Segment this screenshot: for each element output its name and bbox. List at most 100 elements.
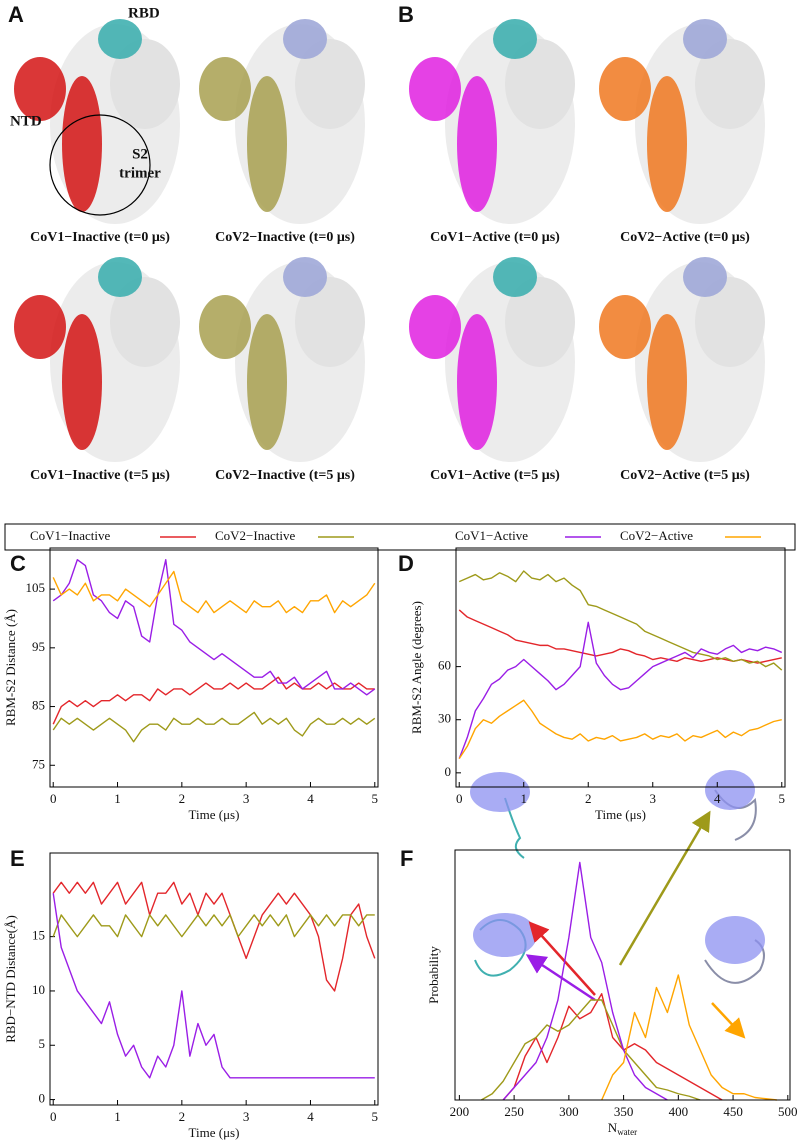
series-line: [458, 609, 782, 664]
annotation: trimer: [119, 165, 161, 181]
ntd: [199, 57, 251, 121]
ntd: [409, 57, 461, 121]
annotation: S2: [132, 146, 148, 162]
inset-density: [470, 772, 530, 812]
inset-density: [473, 913, 537, 957]
x-tick-label: 0: [50, 1109, 57, 1124]
x-tick-label: 0: [456, 791, 463, 806]
y-tick-label: 5: [39, 1036, 46, 1051]
trimer-body: [505, 39, 575, 129]
legend-box: [4, 523, 796, 551]
s2-chain: [457, 76, 497, 212]
y-tick-label: 15: [32, 928, 45, 943]
inset-density: [705, 770, 755, 810]
caption: CoV1−Inactive (t=5 μs): [30, 468, 170, 483]
trimer-body: [110, 277, 180, 367]
s2-chain: [647, 314, 687, 450]
f-insets: [470, 770, 765, 1039]
series-line: [458, 699, 782, 760]
series-line: [52, 711, 376, 743]
ntd: [409, 295, 461, 359]
inset-protein: [504, 797, 525, 859]
x-tick-label: 3: [243, 1109, 250, 1124]
caption: CoV1−Active (t=5 μs): [430, 468, 560, 483]
trimer-body: [110, 39, 180, 129]
y-axis-label: RBD−NTD Distance(Å): [3, 915, 18, 1043]
plot-frame: [455, 547, 786, 788]
trimer-body: [695, 277, 765, 367]
y-tick-label: 60: [438, 658, 451, 673]
x-tick-label: 2: [179, 1109, 186, 1124]
x-axis-label-text: N: [608, 1120, 618, 1135]
series-line: [52, 676, 375, 725]
panel-label: F: [400, 846, 413, 871]
x-axis-label: Nwater: [608, 1120, 637, 1137]
legend-label: CoV2−Active: [620, 528, 693, 543]
y-axis-label: RBM-S2 Distance (Å): [3, 609, 18, 726]
x-tick-label: 500: [778, 1104, 798, 1119]
plot-frame: [49, 547, 379, 788]
x-tick-label: 2: [585, 791, 592, 806]
legend-label: CoV1−Inactive: [30, 528, 110, 543]
s2-chain: [62, 76, 102, 212]
x-tick-label: 400: [669, 1104, 689, 1119]
x-tick-label: 2: [179, 791, 186, 806]
x-tick-label: 4: [307, 791, 314, 806]
series-line: [52, 559, 376, 696]
ntd: [14, 57, 66, 121]
x-tick-label: 5: [372, 1109, 379, 1124]
trimer-body: [695, 39, 765, 129]
panel-label: B: [398, 2, 414, 27]
y-tick-label: 85: [32, 698, 45, 713]
x-tick-label: 4: [307, 1109, 314, 1124]
ntd: [14, 295, 66, 359]
y-tick-label: 105: [26, 580, 46, 595]
x-tick-label: 1: [114, 791, 121, 806]
x-axis-label-text: Time (μs): [595, 807, 646, 822]
ntd: [199, 295, 251, 359]
series-line: [458, 621, 783, 759]
x-tick-label: 200: [450, 1104, 470, 1119]
legend-label: CoV1−Active: [455, 528, 528, 543]
panel-label: E: [10, 846, 25, 871]
rbd: [683, 257, 727, 297]
y-tick-label: 0: [445, 764, 452, 779]
series-line: [52, 893, 375, 1079]
x-axis-label: Time (μs): [595, 807, 646, 822]
trimer-body: [295, 39, 365, 129]
rbd: [283, 257, 327, 297]
x-tick-label: 0: [50, 791, 57, 806]
series-line: [480, 999, 701, 1101]
trimer-body: [505, 277, 575, 367]
x-axis-label-subscript: water: [617, 1127, 637, 1137]
s2-chain: [62, 314, 102, 450]
rbd: [283, 19, 327, 59]
x-tick-label: 3: [650, 791, 657, 806]
y-axis-label: RBM-S2 Angle (degrees): [409, 601, 424, 734]
caption: CoV1−Inactive (t=0 μs): [30, 230, 170, 245]
rbd: [98, 257, 142, 297]
s2-chain: [457, 314, 497, 450]
x-tick-label: 3: [243, 791, 250, 806]
s2-chain: [647, 76, 687, 212]
x-axis-label-text: Time (μs): [189, 1125, 240, 1140]
x-tick-label: 5: [372, 791, 379, 806]
series-line: [52, 881, 376, 992]
legend-label: CoV2−Inactive: [215, 528, 295, 543]
s2-circle: [49, 114, 151, 216]
x-tick-label: 1: [114, 1109, 121, 1124]
s2-chain: [247, 76, 287, 212]
annotation: RBD: [128, 5, 160, 21]
series-line: [52, 570, 376, 614]
x-tick-label: 250: [504, 1104, 524, 1119]
x-tick-label: 4: [714, 791, 721, 806]
series-line: [458, 570, 783, 671]
caption: CoV2−Active (t=0 μs): [620, 230, 750, 245]
caption: CoV2−Active (t=5 μs): [620, 468, 750, 483]
y-tick-label: 30: [438, 711, 451, 726]
x-tick-label: 5: [779, 791, 786, 806]
series-line: [601, 974, 777, 1101]
panel-label: A: [8, 2, 24, 27]
plot-frame: [454, 849, 791, 1101]
